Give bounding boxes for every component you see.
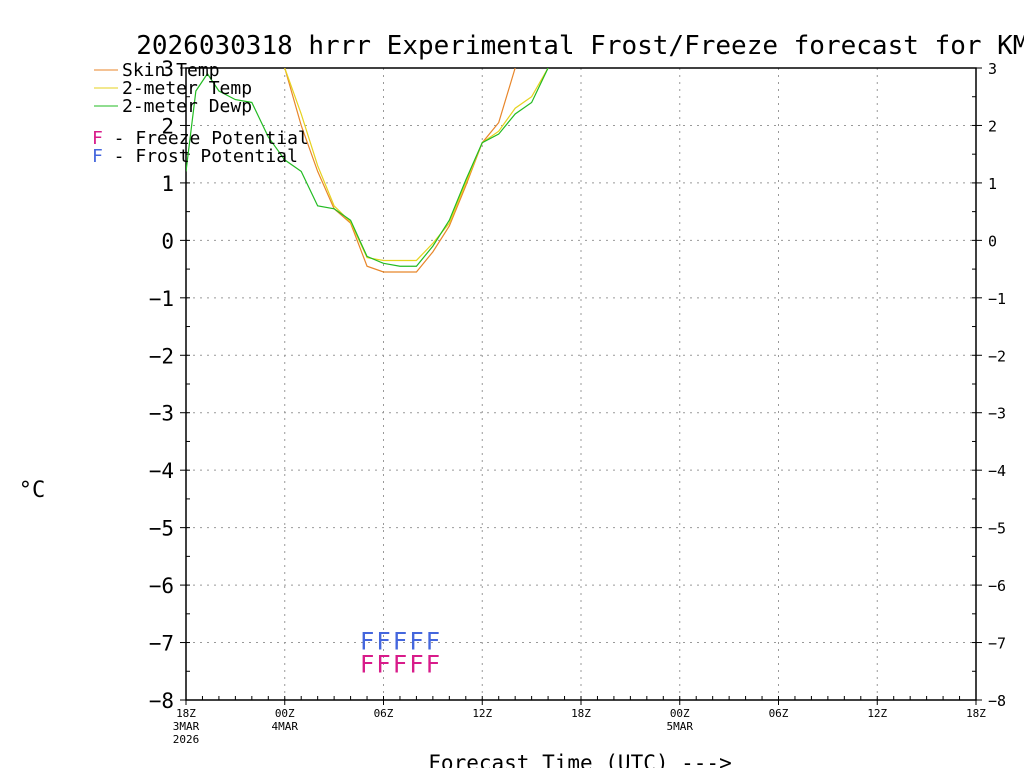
x-tick-date: 3MAR: [173, 720, 200, 733]
legend-frost-text: - Frost Potential: [103, 146, 298, 167]
legend: Skin Temp 2-meter Temp 2-meter Dewp F - …: [92, 60, 309, 167]
x-tick-label: 00Z: [670, 707, 690, 720]
legend-frost-potential: F - Frost Potential: [92, 146, 298, 167]
legend-freeze-text: - Freeze Potential: [103, 128, 309, 149]
frost-flag: F: [376, 627, 390, 655]
x-tick-label: 00Z: [275, 707, 295, 720]
y-tick-label-left: −6: [149, 574, 174, 598]
x-tick-label: 12Z: [472, 707, 492, 720]
y-tick-label-left: 3: [161, 57, 174, 81]
freeze-flag: F: [376, 650, 390, 678]
y-tick-label-left: −4: [149, 459, 174, 483]
chart-title: 2026030318 hrrr Experimental Frost/Freez…: [136, 31, 1024, 61]
x-tick-label: 06Z: [769, 707, 789, 720]
y-tick-label-right: −1: [988, 290, 1006, 308]
x-tick-year: 2026: [173, 733, 200, 746]
frost-flag: F: [360, 627, 374, 655]
y-axis-ticks: −8 −8 −7 −7 −6 −6 −5 −5 −4 −4 −3 −3 −2 −2 −1 −1 0 0 1 1 2 2 3 3: [149, 57, 1006, 713]
x-tick-label: 18Z: [571, 707, 591, 720]
legend-frost-letter: F: [92, 146, 103, 167]
y-tick-label-left: 2: [161, 114, 174, 138]
series-line-2-meter-temp: [284, 68, 549, 262]
x-axis-label: Forecast Time (UTC) --->: [428, 751, 731, 768]
x-tick-date: 4MAR: [272, 720, 299, 733]
y-tick-label-left: −5: [149, 517, 174, 541]
series-line-2-meter-dewp: [186, 68, 549, 267]
frost-flag: F: [393, 627, 407, 655]
y-tick-label-right: 3: [988, 60, 997, 78]
legend-label-2m-dewp: 2-meter Dewp: [122, 96, 252, 117]
y-tick-label-right: −6: [988, 577, 1006, 595]
y-tick-label-right: −4: [988, 462, 1006, 480]
y-tick-label-right: 1: [988, 175, 997, 193]
y-tick-label-left: −1: [149, 287, 174, 311]
x-tick-label: 18Z: [966, 707, 986, 720]
legend-freeze-letter: F: [92, 128, 103, 149]
frost-flag: F: [426, 627, 440, 655]
y-tick-label-right: −3: [988, 405, 1006, 423]
x-tick-date: 5MAR: [667, 720, 694, 733]
y-tick-label-right: 2: [988, 117, 997, 135]
freeze-flag: F: [393, 650, 407, 678]
x-tick-label: 18Z: [176, 707, 196, 720]
x-tick-label: 12Z: [867, 707, 887, 720]
y-tick-label-right: 0: [988, 232, 997, 250]
y-tick-label-left: −2: [149, 344, 174, 368]
y-tick-label-left: −8: [149, 689, 174, 713]
grid: [186, 68, 976, 700]
freeze-flag: F: [409, 650, 423, 678]
y-tick-label-right: −8: [988, 692, 1006, 710]
y-tick-label-right: −5: [988, 520, 1006, 538]
potential-flags: F F F F FF F F F F: [360, 627, 440, 678]
series-layer: [186, 68, 549, 273]
y-tick-label-right: −2: [988, 347, 1006, 365]
legend-label-2m-temp: 2-meter Temp: [122, 78, 252, 99]
freeze-flag: F: [360, 650, 374, 678]
legend-label-skin-temp: Skin Temp: [122, 60, 220, 81]
legend-freeze-potential: F - Freeze Potential: [92, 128, 309, 149]
x-tick-label: 06Z: [374, 707, 394, 720]
y-tick-label-left: 1: [161, 172, 174, 196]
freeze-flag: F: [426, 650, 440, 678]
y-tick-label-left: −3: [149, 402, 174, 426]
y-tick-label-left: −7: [149, 632, 174, 656]
y-tick-label-left: 0: [161, 229, 174, 253]
y-tick-label-right: −7: [988, 635, 1006, 653]
frost-flag: F: [409, 627, 423, 655]
y-axis-label: °C: [19, 478, 46, 503]
